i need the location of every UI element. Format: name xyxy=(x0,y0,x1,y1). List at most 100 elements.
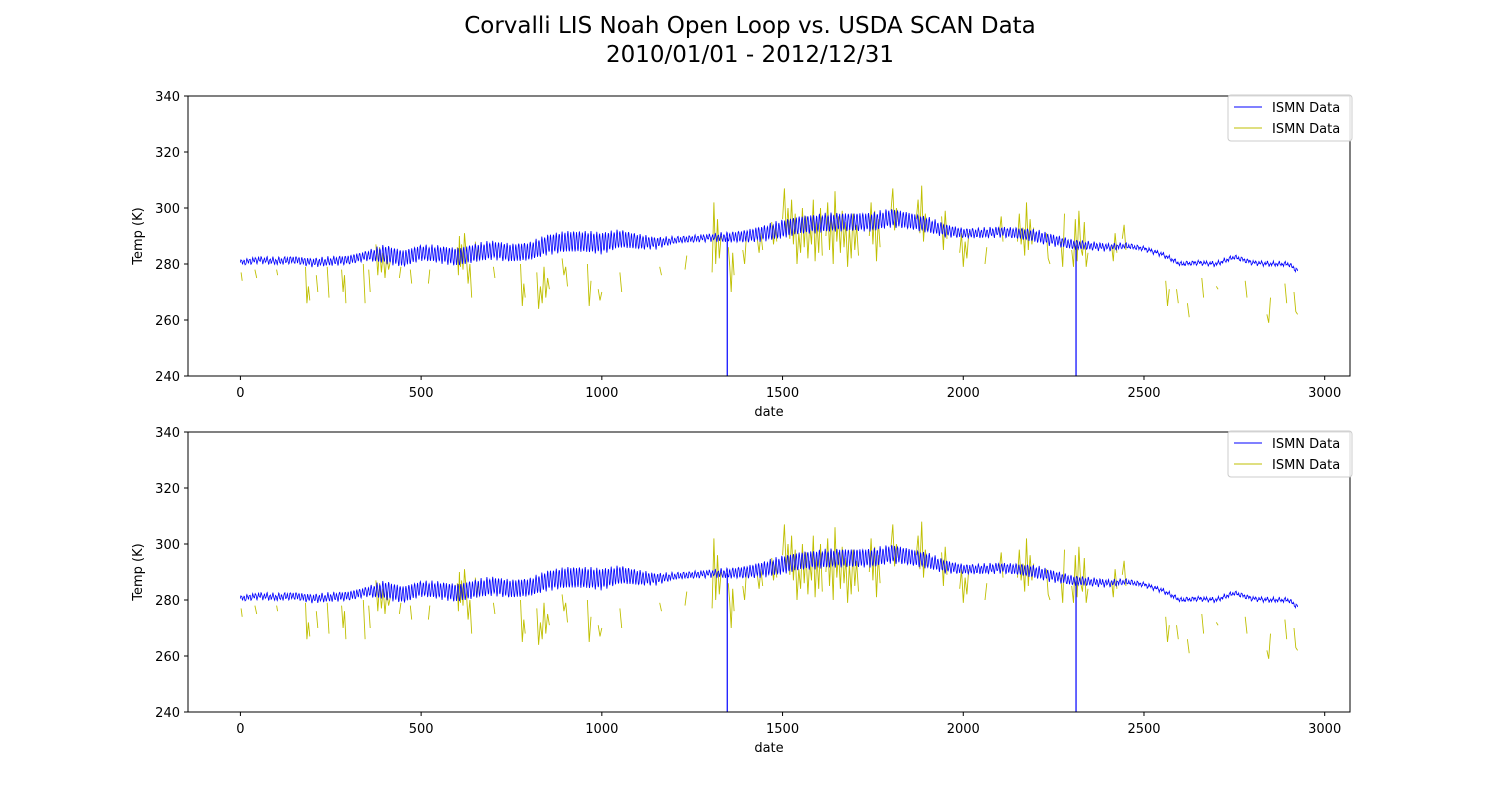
y-tick-label: 240 xyxy=(155,706,180,721)
yellow-segment xyxy=(825,191,859,267)
yellow-segment xyxy=(520,263,526,307)
yellow-segment xyxy=(536,602,550,645)
yellow-segment xyxy=(1111,569,1118,598)
x-axis-label: date xyxy=(754,405,783,420)
chart-panel-1: 0 500 1000 1500 2000 2500 3000 240 260 280 300 320 3… xyxy=(131,90,1353,420)
legend-label: ISMN Data xyxy=(1272,437,1340,452)
x-tick-label: 3000 xyxy=(1308,722,1341,737)
axes-frame xyxy=(187,95,1351,377)
yellow-segment xyxy=(597,289,603,301)
y-tick-label: 280 xyxy=(155,594,180,609)
yellow-segment xyxy=(684,591,688,606)
yellow-segment xyxy=(1284,619,1288,640)
yellow-segment xyxy=(984,247,988,265)
legend-label: ISMN Data xyxy=(1272,101,1340,116)
yellow-segment xyxy=(368,269,371,293)
yellow-segment xyxy=(341,605,347,640)
yellow-segment xyxy=(868,538,881,598)
yellow-segment xyxy=(1201,277,1205,298)
figure-title: Corvalli LIS Noah Open Loop vs. USDA SCA… xyxy=(464,13,1036,39)
y-tick-label: 320 xyxy=(155,146,180,161)
yellow-segment xyxy=(427,605,431,620)
x-tick-label: 0 xyxy=(236,386,244,401)
yellow-segment xyxy=(1017,538,1035,592)
yellow-segment xyxy=(1060,213,1065,267)
yellow-segment xyxy=(1186,639,1190,654)
yellow-segment xyxy=(1165,616,1170,643)
y-tick-label: 240 xyxy=(155,370,180,385)
yellow-segment xyxy=(782,188,823,265)
figure-subtitle: 2010/01/01 - 2012/12/31 xyxy=(605,42,895,68)
yellow-segment xyxy=(254,605,258,615)
yellow-segment xyxy=(456,569,473,634)
legend-label: ISMN Data xyxy=(1272,122,1340,137)
y-tick-label: 340 xyxy=(155,90,180,105)
yellow-segment xyxy=(1060,549,1065,603)
yellow-segment xyxy=(1215,622,1219,626)
yellow-segment xyxy=(1121,560,1127,587)
yellow-segment xyxy=(1266,297,1271,323)
yellow-segment xyxy=(427,269,431,284)
yellow-segment xyxy=(586,599,592,643)
x-tick-label: 500 xyxy=(409,722,434,737)
yellow-segment xyxy=(1293,291,1298,315)
yellow-segment xyxy=(727,247,735,293)
series-blue-line xyxy=(240,209,1298,273)
yellow-segment xyxy=(276,605,279,612)
plot-area xyxy=(240,521,1298,712)
yellow-segment xyxy=(586,263,592,307)
x-tick-label: 0 xyxy=(236,722,244,737)
yellow-segment xyxy=(868,202,881,262)
yellow-segment xyxy=(1017,202,1035,256)
yellow-segment xyxy=(326,266,330,298)
yellow-segment xyxy=(619,608,623,629)
x-tick-label: 500 xyxy=(409,386,434,401)
yellow-segment xyxy=(825,527,859,603)
yellow-segment xyxy=(1165,280,1170,307)
yellow-segment xyxy=(240,272,243,281)
yellow-segment xyxy=(742,235,747,265)
yellow-segment xyxy=(915,185,928,242)
yellow-segment xyxy=(597,625,603,637)
y-tick-label: 340 xyxy=(155,426,180,441)
x-tick-label: 2000 xyxy=(947,722,980,737)
yellow-segment xyxy=(276,269,279,276)
y-axis-label: Temp (K) xyxy=(131,543,146,601)
yellow-segment xyxy=(1215,286,1219,290)
yellow-segment xyxy=(782,524,823,601)
yellow-segment xyxy=(1071,546,1089,603)
yellow-segment xyxy=(315,611,319,629)
yellow-segment xyxy=(1244,280,1248,298)
yellow-segment xyxy=(984,583,988,601)
yellow-segment xyxy=(1293,627,1298,651)
chart-panel-2: 0 500 1000 1500 2000 2500 3000 240 260 280 300 320 3… xyxy=(131,426,1353,756)
y-tick-label: 260 xyxy=(155,314,180,329)
yellow-segment xyxy=(684,255,688,270)
legend: ISMN Data ISMN Data xyxy=(1227,94,1353,142)
yellow-segment xyxy=(368,605,371,629)
yellow-segment xyxy=(362,599,366,640)
series-blue-line xyxy=(240,545,1298,609)
yellow-segment xyxy=(1244,616,1248,634)
yellow-segment xyxy=(398,602,402,615)
yellow-segment xyxy=(492,266,496,279)
yellow-segment xyxy=(305,602,311,640)
yellow-segment xyxy=(742,571,747,601)
yellow-segment xyxy=(1176,625,1179,640)
yellow-segment xyxy=(409,269,413,284)
legend: ISMN Data ISMN Data xyxy=(1227,430,1353,478)
yellow-segment xyxy=(305,266,311,304)
yellow-segment xyxy=(619,272,623,293)
yellow-segment xyxy=(561,594,568,623)
yellow-segment xyxy=(756,233,764,253)
x-tick-label: 2000 xyxy=(947,386,980,401)
yellow-segment xyxy=(492,602,496,615)
axes-frame xyxy=(187,431,1351,713)
yellow-segment xyxy=(254,269,258,279)
yellow-segment xyxy=(341,269,347,304)
yellow-segment xyxy=(398,266,402,279)
x-tick-label: 3000 xyxy=(1308,386,1341,401)
yellow-segment xyxy=(727,583,735,629)
yellow-segment xyxy=(326,602,330,634)
